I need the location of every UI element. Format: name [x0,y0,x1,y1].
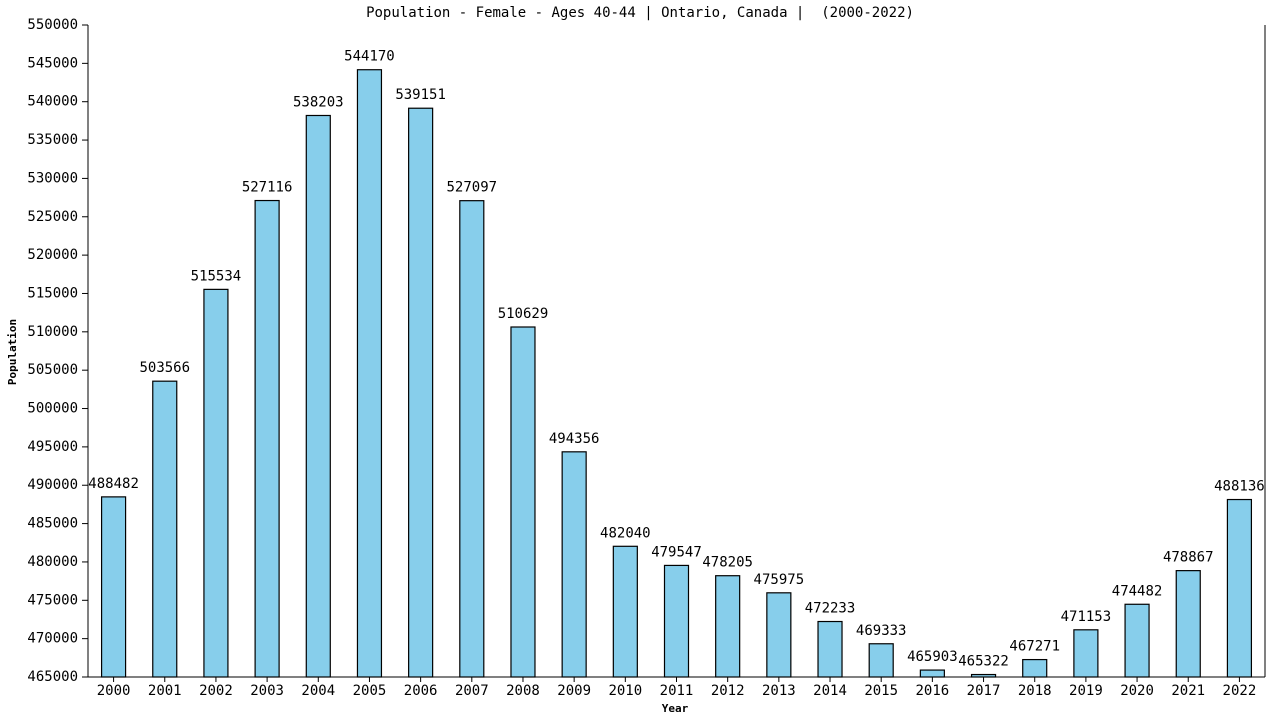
bar [203,288,229,678]
value-label: 515534 [191,268,242,284]
value-label: 465903 [907,649,958,665]
bar [561,451,587,678]
x-tick-label: 2001 [148,683,182,699]
bar [663,564,690,678]
value-label: 538203 [293,94,344,110]
bar [305,114,331,678]
x-tick-label: 2019 [1069,683,1103,699]
value-label: 510629 [498,306,549,322]
x-tick-label: 2009 [557,683,591,699]
value-label: 472233 [805,601,856,617]
y-tick-label: 545000 [27,55,78,71]
y-axis-label: Population [6,319,19,385]
bar [356,69,383,678]
value-label: 503566 [139,360,190,376]
bar [1073,629,1099,678]
value-label: 488482 [88,476,139,492]
bar [612,545,638,678]
bar [408,107,434,678]
value-label: 527097 [447,180,498,196]
x-tick-label: 2007 [455,683,489,699]
value-label: 544170 [344,49,395,65]
y-tick-label: 550000 [27,17,78,33]
y-tick-label: 515000 [27,285,78,301]
value-label: 478205 [702,555,753,571]
x-tick-label: 2002 [199,683,233,699]
y-tick-label: 530000 [27,170,78,186]
bar [766,592,792,678]
x-tick-label: 2022 [1223,683,1257,699]
x-tick-label: 2012 [711,683,745,699]
bar [459,200,485,678]
y-tick-label: 520000 [27,247,78,263]
bar [1226,498,1253,678]
value-label: 467271 [1009,639,1060,655]
x-tick-label: 2021 [1171,683,1205,699]
y-tick-label: 480000 [27,554,78,570]
x-tick-label: 2003 [250,683,284,699]
bar [919,669,945,678]
x-tick-label: 2016 [916,683,950,699]
x-tick-label: 2013 [762,683,796,699]
y-tick-label: 490000 [27,477,78,493]
bar [817,620,843,678]
x-tick-label: 2017 [967,683,1001,699]
bar [510,326,536,678]
bar [868,643,894,678]
y-tick-label: 495000 [27,439,78,455]
x-axis-label: Year [662,702,689,715]
x-tick-label: 2008 [506,683,540,699]
chart-title: Population - Female - Ages 40-44 | Ontar… [366,5,914,21]
y-tick-label: 485000 [27,516,78,532]
y-tick-label: 500000 [27,401,78,417]
x-tick-label: 2018 [1018,683,1052,699]
value-label: 475975 [754,572,805,588]
bar [715,575,741,678]
value-label: 465322 [958,654,1009,670]
x-tick-label: 2000 [97,683,131,699]
y-tick-label: 525000 [27,209,78,225]
bar [254,199,280,678]
x-tick-label: 2010 [608,683,642,699]
bar [152,380,178,678]
bar [1124,603,1150,678]
x-tick-label: 2006 [404,683,438,699]
value-label: 539151 [395,87,446,103]
value-label: 482040 [600,525,651,541]
value-label: 469333 [856,623,907,639]
value-label: 488136 [1214,479,1265,495]
y-tick-label: 535000 [27,132,78,148]
bar [100,496,127,678]
value-label: 478867 [1163,550,1214,566]
value-label: 494356 [549,431,600,447]
x-tick-label: 2015 [864,683,898,699]
value-label: 527116 [242,180,293,196]
x-tick-label: 2020 [1120,683,1154,699]
x-tick-label: 2005 [353,683,387,699]
y-tick-label: 475000 [27,592,78,608]
x-tick-label: 2014 [813,683,847,699]
y-tick-label: 540000 [27,94,78,110]
y-tick-label: 465000 [27,669,78,685]
y-tick-label: 510000 [27,324,78,340]
y-tick-label: 470000 [27,631,78,647]
value-label: 474482 [1112,583,1163,599]
value-label: 479547 [651,544,702,560]
bar [1022,658,1048,678]
x-tick-label: 2011 [660,683,694,699]
x-tick-label: 2004 [301,683,335,699]
value-label: 471153 [1061,609,1112,625]
bar [1175,570,1201,678]
y-tick-label: 505000 [27,362,78,378]
